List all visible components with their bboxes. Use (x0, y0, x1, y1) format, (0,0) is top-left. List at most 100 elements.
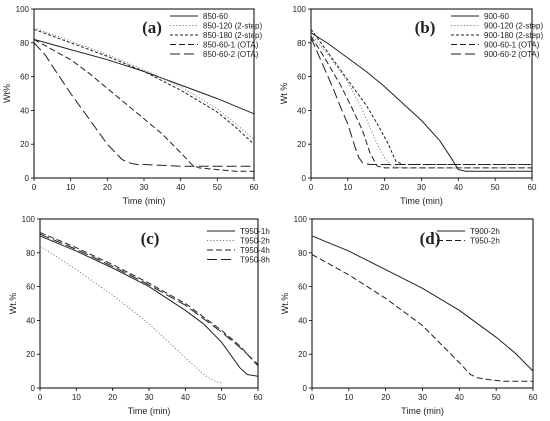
legend-entry: 850-60-2 (OTA) (203, 50, 259, 59)
y-tick-label: 60 (26, 283, 35, 292)
x-tick-label: 0 (310, 393, 315, 402)
legend-entry: 850-60-1 (OTA) (203, 41, 259, 50)
y-tick-label: 100 (293, 5, 307, 14)
legend-entry: 900-60-2 (OTA) (484, 50, 540, 59)
x-axis-label: Time (min) (400, 196, 443, 206)
x-tick-label: 0 (38, 393, 43, 402)
x-tick-label: 50 (217, 393, 226, 402)
y-tick-label: 20 (26, 350, 35, 359)
chart-panel-4: 0 10 20 30 40 50 60 0 20 40 60 80 100 Time (min) Wt.% T… (280, 215, 538, 416)
y-tick-label: 80 (297, 39, 306, 48)
y-tick-label: 40 (297, 106, 306, 115)
x-axis-label: Time (min) (123, 196, 166, 206)
y-tick-label: 20 (298, 350, 307, 359)
x-tick-label: 30 (417, 183, 426, 192)
y-tick-label: 20 (20, 140, 29, 149)
series-line-5 (310, 37, 532, 165)
legend-entry: 850-180 (2-step) (203, 31, 262, 40)
series-line-1 (311, 235, 534, 372)
legend-entry: 850-120 (2-step) (203, 22, 262, 31)
y-tick-label: 20 (297, 140, 306, 149)
x-tick-label: 40 (455, 393, 464, 402)
x-tick-label: 50 (491, 183, 500, 192)
x-tick-label: 0 (32, 183, 37, 192)
y-tick-label: 0 (302, 174, 307, 183)
chart-panel-3: 0 10 20 30 40 50 60 0 20 40 60 80 100 Time (min) Wt.% T… (8, 215, 270, 416)
x-tick-label: 10 (343, 183, 352, 192)
legend-entry: T950-8h (240, 256, 270, 265)
x-tick-label: 20 (380, 183, 389, 192)
y-tick-label: 40 (26, 316, 35, 325)
x-tick-label: 60 (528, 183, 537, 192)
x-tick-label: 20 (381, 393, 390, 402)
y-tick-label: 100 (16, 5, 30, 14)
x-tick-label: 60 (254, 393, 263, 402)
chart-panel-1: 0 10 20 30 40 50 60 0 20 40 60 80 100 Time (min) Wt% 85… (2, 5, 262, 206)
y-tick-label: 0 (25, 174, 30, 183)
series-line-5 (33, 42, 254, 167)
panel-label: (c) (141, 229, 160, 248)
panel-label: (d) (420, 229, 441, 248)
x-axis-label: Time (min) (128, 406, 171, 416)
x-tick-label: 10 (66, 183, 75, 192)
series-line-4 (33, 38, 254, 172)
x-tick-label: 40 (454, 183, 463, 192)
legend-entry: T950-4h (240, 246, 270, 255)
x-tick-label: 10 (344, 393, 353, 402)
x-tick-label: 50 (492, 393, 501, 402)
legend-entry: 900-60 (484, 12, 509, 21)
panel-label: (b) (415, 18, 436, 37)
legend-entry: 900-120 (2-step) (484, 22, 543, 31)
y-tick-label: 80 (298, 249, 307, 258)
x-tick-label: 30 (140, 183, 149, 192)
y-tick-label: 0 (31, 384, 36, 393)
x-tick-label: 60 (529, 393, 538, 402)
legend-entry: 900-180 (2-step) (484, 31, 543, 40)
x-tick-label: 10 (72, 393, 81, 402)
series-line-1 (39, 235, 259, 377)
y-tick-label: 80 (26, 249, 35, 258)
x-tick-label: 30 (418, 393, 427, 402)
x-axis-label: Time (min) (401, 406, 444, 416)
legend-entry: T950-1h (240, 227, 270, 236)
series-line-2 (310, 34, 532, 169)
x-tick-label: 0 (309, 183, 314, 192)
legend-entry: 900-60-1 (OTA) (484, 41, 540, 50)
legend-entry: T900-2h (470, 227, 500, 236)
y-axis-label: Wt.% (280, 293, 290, 315)
x-tick-label: 20 (108, 393, 117, 402)
chart-panel-2: 0 10 20 30 40 50 60 0 20 40 60 80 100 Time (min) Wt % 9… (279, 5, 543, 206)
y-axis-label: Wt % (279, 83, 289, 105)
x-tick-label: 50 (213, 183, 222, 192)
y-tick-label: 80 (20, 39, 29, 48)
legend-entry: 850-60 (203, 12, 228, 21)
series-line-3 (39, 232, 259, 367)
y-tick-label: 40 (298, 316, 307, 325)
series-line-4 (310, 35, 532, 169)
y-tick-label: 40 (20, 106, 29, 115)
y-tick-label: 60 (297, 73, 306, 82)
x-tick-label: 40 (176, 183, 185, 192)
y-tick-label: 60 (298, 283, 307, 292)
series-line-3 (310, 29, 532, 165)
series-line-2 (39, 245, 222, 384)
y-axis-label: Wt.% (8, 293, 18, 315)
series-line-3 (33, 28, 255, 145)
x-tick-label: 20 (103, 183, 112, 192)
y-tick-label: 60 (20, 73, 29, 82)
y-tick-label: 0 (303, 384, 308, 393)
series-line-4 (39, 233, 259, 365)
y-tick-label: 100 (22, 215, 36, 224)
x-tick-label: 30 (145, 393, 154, 402)
legend-entry: T950-2h (470, 237, 500, 246)
x-tick-label: 60 (250, 183, 259, 192)
x-tick-label: 40 (181, 393, 190, 402)
series-line-1 (310, 32, 532, 172)
series-line-2 (33, 27, 255, 140)
y-axis-label: Wt% (2, 84, 12, 103)
y-tick-label: 100 (294, 215, 308, 224)
legend-entry: T950-2h (240, 237, 270, 246)
